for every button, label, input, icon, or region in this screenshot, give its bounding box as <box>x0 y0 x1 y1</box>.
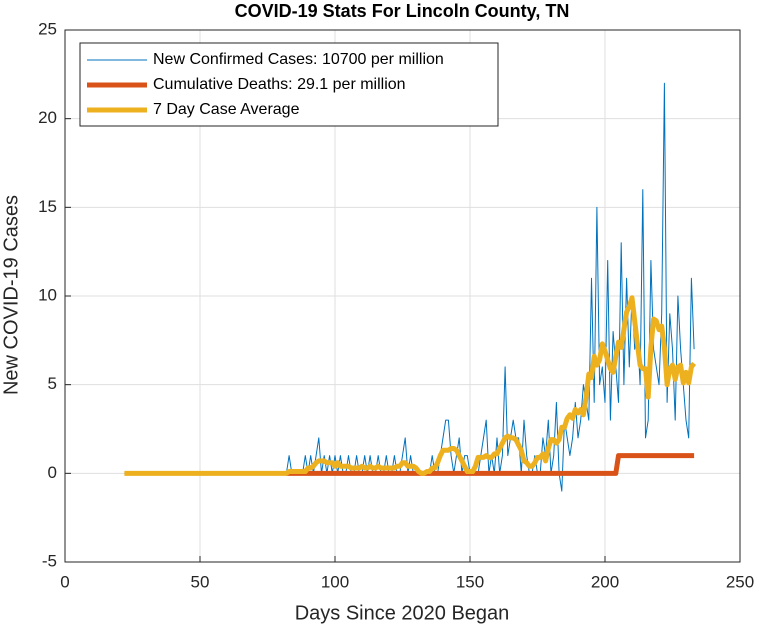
y-axis-label: New COVID-19 Cases <box>0 195 22 395</box>
x-tick-label: 150 <box>456 572 484 591</box>
y-tick-label: -5 <box>42 551 57 570</box>
series-line <box>286 453 695 476</box>
legend-label: Cumulative Deaths: 29.1 per million <box>153 76 406 93</box>
legend-label: New Confirmed Cases: 10700 per million <box>153 51 444 68</box>
legend-label: 7 Day Case Average <box>153 101 300 118</box>
plot-area <box>124 82 697 492</box>
y-tick-label: 25 <box>38 19 57 38</box>
x-tick-label: 0 <box>60 572 69 591</box>
series-line <box>124 82 695 492</box>
x-axis-label: Days Since 2020 Began <box>295 602 510 624</box>
x-tick-label: 200 <box>591 572 619 591</box>
legend: New Confirmed Cases: 10700 per million Cu… <box>79 42 499 127</box>
y-tick-label: 15 <box>38 197 57 216</box>
x-tick-label: 50 <box>191 572 210 591</box>
x-tick-label: 250 <box>726 572 754 591</box>
y-tick-label: 5 <box>48 374 57 393</box>
y-tick-label: 0 <box>48 463 57 482</box>
x-tick-label: 100 <box>321 572 349 591</box>
series-line <box>124 295 697 476</box>
chart-title: COVID-19 Stats For Lincoln County, TN <box>235 1 570 21</box>
y-tick-label: 20 <box>38 108 57 127</box>
legend-box <box>79 42 499 127</box>
y-tick-label: 10 <box>38 285 57 304</box>
